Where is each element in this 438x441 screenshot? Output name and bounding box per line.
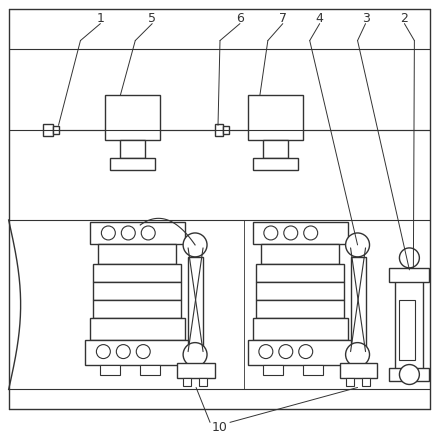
Circle shape <box>183 343 207 366</box>
Bar <box>255 300 343 318</box>
Bar <box>247 340 352 365</box>
Text: 6: 6 <box>236 12 244 25</box>
Bar <box>395 275 422 370</box>
Circle shape <box>121 226 135 240</box>
Text: 4: 4 <box>315 12 323 25</box>
Circle shape <box>298 344 312 359</box>
Circle shape <box>263 226 277 240</box>
Bar <box>262 365 282 374</box>
Bar <box>255 264 343 282</box>
Bar <box>140 365 160 374</box>
Bar <box>247 95 302 140</box>
Bar <box>389 367 428 381</box>
Bar <box>252 318 347 340</box>
Bar <box>183 378 191 386</box>
Bar <box>100 365 120 374</box>
Circle shape <box>399 248 418 268</box>
Bar <box>93 300 181 318</box>
Circle shape <box>136 344 150 359</box>
Bar <box>98 244 176 264</box>
Bar <box>255 282 343 300</box>
Bar <box>345 378 353 386</box>
Bar <box>120 140 145 158</box>
Bar <box>93 264 181 282</box>
Circle shape <box>258 344 272 359</box>
Circle shape <box>183 233 207 257</box>
Bar <box>105 95 160 140</box>
Bar <box>252 222 347 244</box>
Bar <box>389 268 428 282</box>
Bar <box>198 378 207 386</box>
Bar <box>302 365 322 374</box>
Bar <box>350 257 365 351</box>
Bar <box>53 126 58 134</box>
Bar <box>93 282 181 300</box>
Bar <box>110 158 155 170</box>
Bar <box>187 257 203 351</box>
Bar <box>339 363 377 378</box>
Circle shape <box>283 226 297 240</box>
Circle shape <box>96 344 110 359</box>
Bar <box>90 222 185 244</box>
Circle shape <box>345 343 369 366</box>
Bar <box>361 378 369 386</box>
Circle shape <box>141 226 155 240</box>
Text: 2: 2 <box>399 12 407 25</box>
Circle shape <box>278 344 292 359</box>
Bar <box>399 300 414 359</box>
Circle shape <box>303 226 317 240</box>
Text: 10: 10 <box>212 421 227 434</box>
Bar <box>252 158 297 170</box>
Circle shape <box>101 226 115 240</box>
Circle shape <box>345 233 369 257</box>
Bar <box>223 126 229 134</box>
Text: 5: 5 <box>148 12 156 25</box>
Bar <box>262 140 287 158</box>
Text: 3: 3 <box>361 12 369 25</box>
Text: 7: 7 <box>278 12 286 25</box>
Circle shape <box>399 365 418 385</box>
Bar <box>90 318 185 340</box>
Bar <box>42 124 53 136</box>
Bar <box>260 244 338 264</box>
Text: 1: 1 <box>96 12 104 25</box>
Bar <box>85 340 190 365</box>
Circle shape <box>116 344 130 359</box>
Bar <box>177 363 215 378</box>
Bar <box>215 124 223 136</box>
